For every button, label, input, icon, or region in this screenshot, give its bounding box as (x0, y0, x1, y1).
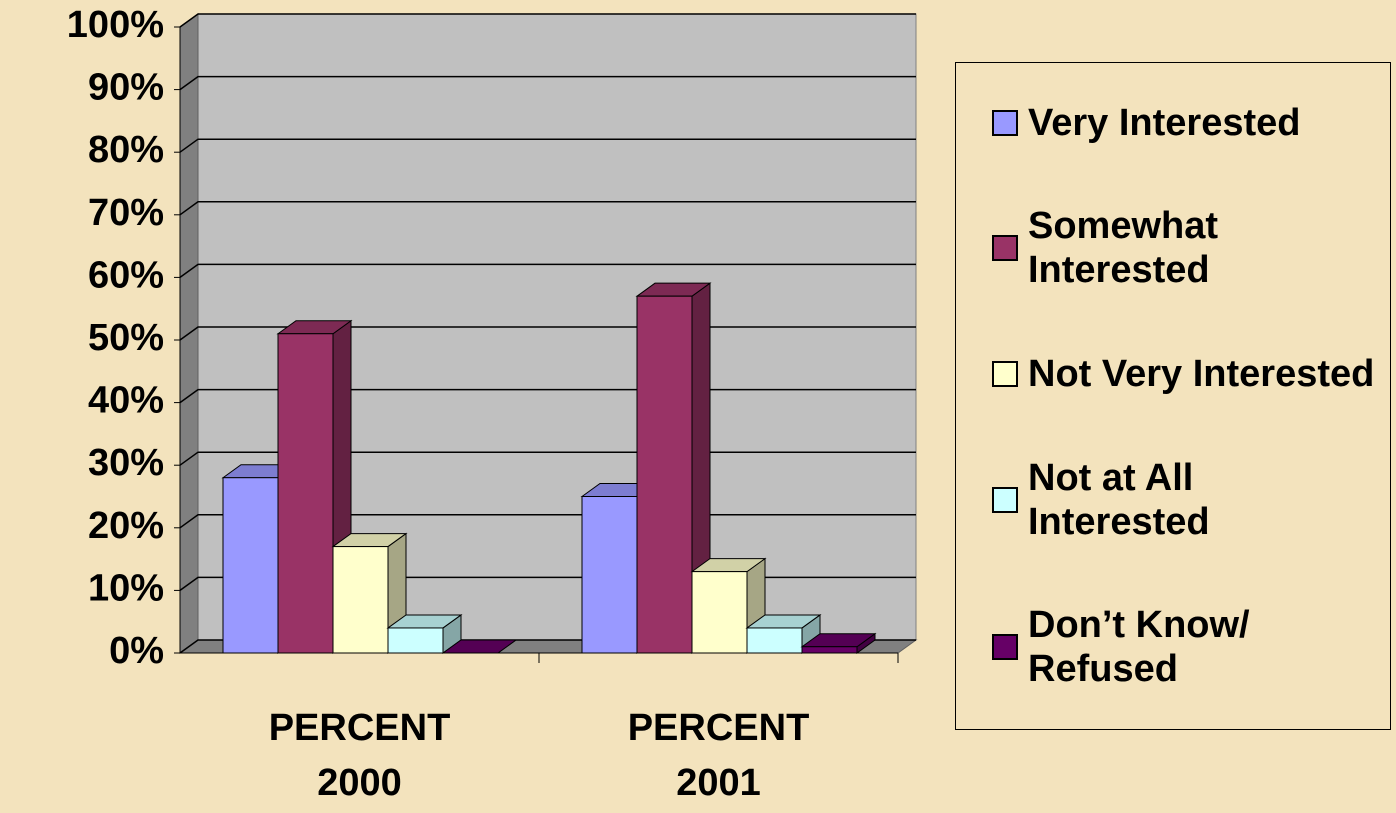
legend-swatch (992, 486, 1018, 513)
chart: 0% 10% 20% 30% 40% 50% 60% 70% 80% 90% 100% PERCENT… (67, 4, 918, 804)
y-tick-label: 10% (88, 567, 164, 609)
grid-line (179, 263, 916, 279)
bar (746, 627, 803, 654)
legend-label: Not Very Interested (1028, 352, 1375, 395)
grid-line (179, 13, 916, 28)
bar-top (441, 639, 518, 654)
bar (277, 333, 334, 654)
legend-label: Not at All Interested (1028, 456, 1210, 543)
y-tick-label: 100% (67, 4, 164, 46)
bar (387, 627, 444, 654)
y-tick-label: 30% (88, 442, 164, 484)
y-tick-label: 60% (88, 254, 164, 296)
y-tick-label: 90% (88, 67, 164, 109)
legend-swatch (992, 360, 1018, 387)
y-tick-label: 80% (88, 129, 164, 171)
legend-item: Don’t Know/ Refused (956, 603, 1390, 691)
legend-swatch (992, 109, 1018, 136)
legend-item: Not at All Interested (956, 456, 1390, 544)
legend-swatch (992, 235, 1018, 262)
legend-label: Don’t Know/ Refused (1028, 604, 1250, 691)
grid-line (179, 138, 916, 153)
legend-item: Not Very Interested (956, 352, 1390, 396)
bar (801, 646, 858, 654)
x-tick-label: PERCENT 2001 (628, 707, 810, 804)
bar (581, 496, 638, 654)
legend: Very Interested Somewhat Interested Not Ve… (955, 62, 1391, 730)
y-tick-label: 20% (88, 505, 164, 547)
y-tick-label: 0% (109, 630, 164, 672)
legend-label: Very Interested (1028, 101, 1301, 144)
y-tick-label: 70% (88, 192, 164, 234)
y-tick-label: 40% (88, 380, 164, 422)
legend-item: Very Interested (956, 101, 1390, 145)
bar (222, 477, 279, 654)
x-tick-label: PERCENT 2000 (269, 707, 451, 804)
grid-line (179, 201, 916, 216)
legend-label: Somewhat Interested (1028, 205, 1219, 292)
bar (332, 546, 389, 654)
bar (691, 571, 748, 654)
y-tick-label: 50% (88, 317, 164, 359)
grid-line (179, 75, 916, 91)
bar (636, 295, 693, 654)
legend-swatch (992, 634, 1018, 661)
legend-item: Somewhat Interested (956, 204, 1390, 292)
